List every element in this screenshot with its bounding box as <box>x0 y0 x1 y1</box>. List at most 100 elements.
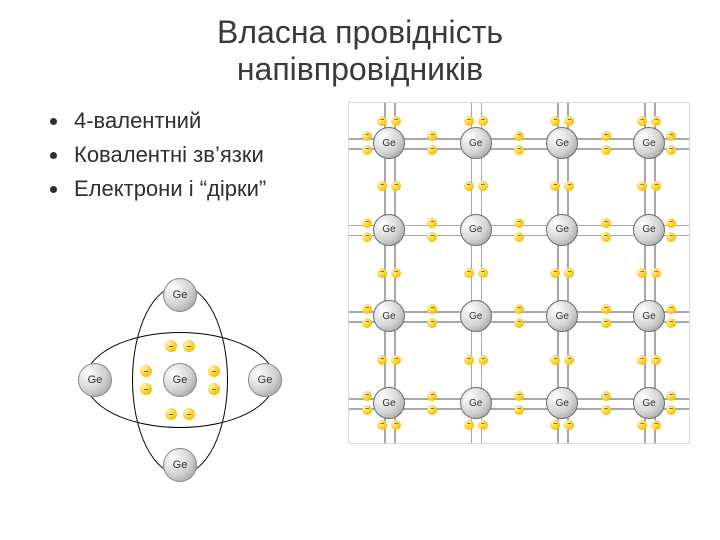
atom: Ge <box>373 300 405 332</box>
atom: Ge <box>633 300 665 332</box>
electron-icon: − <box>427 218 437 228</box>
electron-icon: − <box>651 181 661 191</box>
electron-icon: − <box>377 181 387 191</box>
electron-icon: − <box>666 304 676 314</box>
electron-icon: − <box>464 420 474 430</box>
electron-icon: − <box>362 145 372 155</box>
electron-icon: − <box>377 355 387 365</box>
atom: Ge <box>546 300 578 332</box>
electron-icon: − <box>208 365 220 377</box>
electron-icon: − <box>427 131 437 141</box>
electron-icon: − <box>478 116 488 126</box>
electron-icon: − <box>601 405 611 415</box>
electron-icon: − <box>478 181 488 191</box>
electron-icon: − <box>464 181 474 191</box>
electron-icon: − <box>550 420 560 430</box>
electron-icon: − <box>651 268 661 278</box>
atom: Ge <box>460 214 492 246</box>
atom: Ge <box>460 300 492 332</box>
electron-icon: − <box>391 420 401 430</box>
bullet-item: Електрони і “дірки” <box>70 176 266 202</box>
bullet-item: 4-валентний <box>70 108 266 134</box>
electron-icon: − <box>514 145 524 155</box>
electron-icon: − <box>514 304 524 314</box>
atom: Ge <box>373 214 405 246</box>
electron-icon: − <box>601 218 611 228</box>
electron-icon: − <box>666 218 676 228</box>
electron-icon: − <box>601 131 611 141</box>
electron-icon: − <box>391 268 401 278</box>
electron-icon: − <box>362 232 372 242</box>
electron-icon: − <box>464 116 474 126</box>
electron-icon: − <box>514 405 524 415</box>
electron-icon: − <box>140 383 152 395</box>
electron-icon: − <box>601 391 611 401</box>
electron-icon: − <box>637 181 647 191</box>
atom: Ge <box>633 127 665 159</box>
electron-icon: − <box>514 232 524 242</box>
electron-icon: − <box>666 391 676 401</box>
electron-icon: − <box>478 268 488 278</box>
electron-icon: − <box>651 420 661 430</box>
electron-icon: − <box>391 355 401 365</box>
electron-icon: − <box>165 340 177 352</box>
electron-icon: − <box>666 232 676 242</box>
atom: Ge <box>373 387 405 419</box>
electron-icon: − <box>514 318 524 328</box>
bullet-item: Ковалентні зв’язки <box>70 142 266 168</box>
electron-icon: − <box>391 116 401 126</box>
slide-title: Власна провідність напівпровідників <box>0 14 720 88</box>
lattice-diagram: GeGeGeGeGeGeGeGeGeGeGeGeGeGeGeGe−−−−−−−−… <box>348 102 690 444</box>
electron-icon: − <box>514 391 524 401</box>
electron-icon: − <box>427 232 437 242</box>
atom: Ge <box>78 363 112 397</box>
covalent-bond-diagram: GeGeGeGeGe−−−−−−−− <box>40 240 320 520</box>
title-line-1: Власна провідність <box>217 14 503 50</box>
electron-icon: − <box>637 420 647 430</box>
electron-icon: − <box>666 145 676 155</box>
electron-icon: − <box>550 268 560 278</box>
atom: Ge <box>546 127 578 159</box>
electron-icon: − <box>601 318 611 328</box>
electron-icon: − <box>427 318 437 328</box>
atom: Ge <box>633 387 665 419</box>
atom: Ge <box>633 214 665 246</box>
electron-icon: − <box>651 355 661 365</box>
electron-icon: − <box>362 131 372 141</box>
electron-icon: − <box>637 116 647 126</box>
electron-icon: − <box>601 232 611 242</box>
electron-icon: − <box>427 391 437 401</box>
electron-icon: − <box>601 304 611 314</box>
electron-icon: − <box>651 116 661 126</box>
electron-icon: − <box>362 218 372 228</box>
electron-icon: − <box>464 268 474 278</box>
electron-icon: − <box>140 365 152 377</box>
electron-icon: − <box>362 405 372 415</box>
electron-icon: − <box>637 355 647 365</box>
electron-icon: − <box>514 218 524 228</box>
atom: Ge <box>163 448 197 482</box>
atom: Ge <box>546 214 578 246</box>
electron-icon: − <box>550 181 560 191</box>
electron-icon: − <box>427 304 437 314</box>
electron-icon: − <box>637 268 647 278</box>
bullet-list: 4-валентний Ковалентні зв’язки Електрони… <box>46 108 266 210</box>
electron-icon: − <box>362 391 372 401</box>
electron-icon: − <box>208 383 220 395</box>
atom: Ge <box>248 363 282 397</box>
electron-icon: − <box>666 405 676 415</box>
electron-icon: − <box>362 318 372 328</box>
title-line-2: напівпровідників <box>237 51 483 87</box>
electron-icon: − <box>464 355 474 365</box>
electron-icon: − <box>666 131 676 141</box>
electron-icon: − <box>165 408 177 420</box>
electron-icon: − <box>564 116 574 126</box>
electron-icon: − <box>377 420 387 430</box>
electron-icon: − <box>183 340 195 352</box>
electron-icon: − <box>427 145 437 155</box>
electron-icon: − <box>377 116 387 126</box>
atom: Ge <box>163 278 197 312</box>
electron-icon: − <box>183 408 195 420</box>
electron-icon: − <box>478 420 488 430</box>
electron-icon: − <box>391 181 401 191</box>
